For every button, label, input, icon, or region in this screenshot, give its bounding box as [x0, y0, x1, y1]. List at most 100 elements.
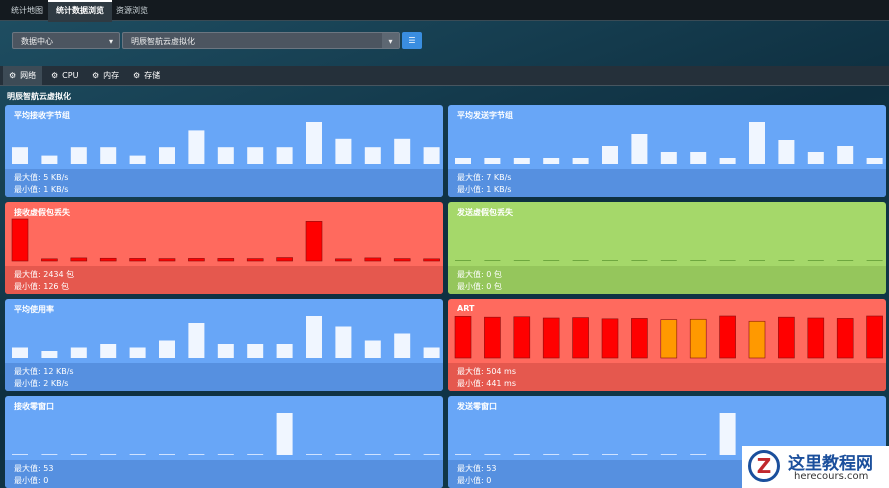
- bar: [335, 258, 352, 262]
- chart-panel: 发送零窗口 最大值: 53 最小值: 0: [448, 396, 886, 488]
- mini-bar-chart: [11, 218, 440, 262]
- bar: [335, 138, 352, 164]
- bar: [159, 340, 175, 358]
- max-label: 最大值: 2434 包: [14, 270, 75, 279]
- bar: [335, 326, 352, 358]
- bar: [100, 147, 117, 164]
- bar: [100, 344, 117, 358]
- chart-panel: 平均使用率 最大值: 12 KB/s 最小值: 2 KB/s: [5, 299, 443, 391]
- bar: [394, 333, 411, 358]
- chart-panel: 平均接收字节组最大值: 5 KB/s 最小值: 1 KB/s: [5, 105, 443, 197]
- bar: [394, 138, 411, 164]
- gear-icon: ⚙: [51, 71, 59, 80]
- select-text: 明辰智航云虚拟化: [131, 37, 195, 46]
- bar: [631, 318, 648, 359]
- select-text: 数据中心: [21, 37, 53, 46]
- bar: [188, 323, 205, 358]
- bar: [484, 158, 501, 164]
- bar: [572, 317, 589, 359]
- panel-footer: 最大值: 7 KB/s 最小值: 1 KB/s: [448, 169, 886, 197]
- top-tab-bar: 统计地图 统计数据浏览 资源浏览: [0, 0, 889, 22]
- panel-footer: 最大值: 504 ms 最小值: 441 ms: [448, 363, 886, 391]
- tab[interactable]: 统计数据浏览: [48, 0, 112, 22]
- bar: [276, 257, 293, 262]
- gear-icon: ⚙: [9, 71, 17, 80]
- bar: [719, 413, 736, 455]
- panel-title: 平均接收字节组: [14, 111, 70, 120]
- tab[interactable]: 资源浏览: [116, 6, 148, 15]
- bar: [543, 158, 560, 164]
- bar: [748, 320, 766, 359]
- bar: [217, 258, 235, 262]
- panel-title: 接收虚假包丢失: [14, 208, 70, 217]
- bar: [660, 152, 677, 164]
- bar: [631, 134, 648, 164]
- mini-bar-chart: [455, 122, 883, 164]
- max-label: 最大值: 7 KB/s: [457, 173, 512, 182]
- bar: [188, 130, 205, 164]
- bar: [690, 152, 707, 164]
- panel-title: 接收零窗口: [14, 402, 54, 411]
- sub-tab[interactable]: ⚙ 内存: [86, 66, 125, 85]
- list-button[interactable]: ☰: [402, 32, 422, 49]
- sub-tab[interactable]: ⚙ 网络: [3, 66, 43, 85]
- bar: [689, 318, 707, 359]
- bar: [602, 146, 618, 164]
- bar: [807, 152, 824, 164]
- sub-tab-bar: ⚙ 网络 ⚙ CPU ⚙ 内存 ⚙ 存储: [0, 66, 889, 86]
- watermark-url: herecours.com: [794, 471, 869, 482]
- sub-tab[interactable]: ⚙ 存储: [127, 66, 166, 85]
- bar: [572, 158, 589, 164]
- mini-bar-chart: [12, 122, 440, 164]
- chart-panel: 平均发送字节组 最大值: 7 KB/s 最小值: 1 KB/s: [448, 105, 886, 197]
- min-label: 最小值: 1 KB/s: [14, 185, 69, 194]
- bar: [719, 315, 736, 359]
- max-label: 最大值: 504 ms: [457, 367, 517, 376]
- max-label: 最大值: 53: [14, 464, 54, 473]
- bar: [423, 258, 440, 262]
- watermark-title: 这里教程网: [788, 454, 873, 474]
- panel-footer: 最大值: 53 最小值: 0: [5, 460, 443, 488]
- bar: [247, 344, 264, 358]
- sub-tab[interactable]: ⚙ CPU: [45, 66, 84, 85]
- min-label: 最小值: 1 KB/s: [457, 185, 512, 194]
- bar: [276, 344, 293, 358]
- panel-footer: 最大值: 5 KB/s 最小值: 1 KB/s: [5, 169, 443, 197]
- panel-footer: 最大值: 12 KB/s 最小值: 2 KB/s: [5, 363, 443, 391]
- bar: [99, 257, 117, 262]
- bar: [41, 258, 58, 262]
- bar: [217, 147, 234, 164]
- bar: [188, 258, 205, 262]
- panel-title: 发送虚假包丢失: [457, 208, 513, 217]
- bar: [247, 147, 264, 164]
- bar: [393, 258, 411, 262]
- section-title: 明辰智航云虚拟化: [7, 92, 71, 101]
- bar: [601, 318, 619, 359]
- bar: [513, 158, 530, 164]
- gear-icon: ⚙: [133, 71, 141, 80]
- select[interactable]: 明辰智航云虚拟化 ▾: [122, 32, 400, 49]
- bar: [246, 258, 264, 262]
- bar: [276, 413, 293, 455]
- bar: [70, 147, 87, 164]
- sub-tab-label: 存储: [144, 71, 161, 80]
- bar: [41, 351, 58, 358]
- min-label: 最小值: 126 包: [14, 282, 70, 291]
- bar: [305, 221, 323, 262]
- max-label: 最大值: 12 KB/s: [14, 367, 74, 376]
- bar: [866, 315, 883, 359]
- bar: [807, 317, 825, 359]
- bar: [778, 316, 795, 359]
- bar: [129, 347, 146, 358]
- sub-tab-label: 网络: [20, 71, 37, 80]
- bar: [11, 218, 29, 262]
- tab[interactable]: 统计地图: [11, 6, 43, 15]
- bar: [364, 257, 382, 262]
- select[interactable]: 数据中心 ▾: [12, 32, 120, 49]
- max-label: 最大值: 53: [457, 464, 497, 473]
- caret: ▾: [108, 37, 113, 46]
- bar: [837, 146, 854, 164]
- panel-title: ART: [457, 304, 475, 313]
- bar: [455, 158, 471, 164]
